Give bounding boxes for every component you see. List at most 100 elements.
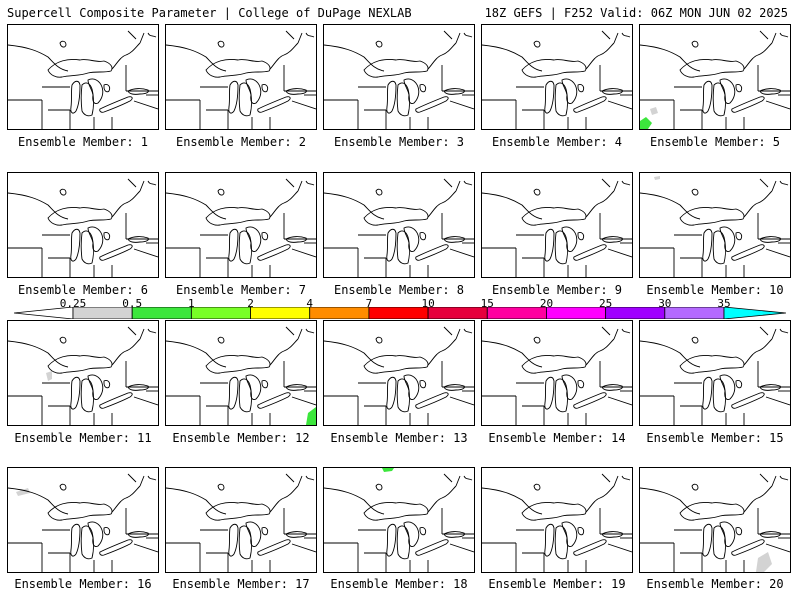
map-boundary-line [640, 340, 701, 368]
map-boundary-line [735, 380, 743, 389]
map-boundary-line [245, 226, 262, 252]
map-boundary-line [205, 59, 271, 78]
map-boundary-line [324, 487, 385, 515]
ensemble-member-map [323, 172, 475, 278]
map-boundary-line [443, 326, 461, 340]
map-boundary-line [70, 228, 81, 262]
ensemble-member-map [7, 172, 159, 278]
map-boundary-line [482, 192, 543, 220]
map-boundary-line [522, 552, 545, 572]
map-boundary-line [261, 84, 269, 93]
map-boundary-line [601, 236, 623, 243]
map-boundary-line [702, 228, 713, 262]
map-boundary-line [765, 543, 790, 553]
map-boundary-line [599, 65, 632, 92]
map-boundary-line [257, 539, 291, 556]
map-boundary-line [544, 80, 555, 114]
map-boundary-line [640, 192, 701, 220]
map-boundary-line [8, 192, 69, 220]
map-boundary-line [607, 396, 632, 406]
ensemble-member-label: Ensemble Member: 12 [172, 431, 310, 445]
map-boundary-line [403, 374, 420, 400]
color-scale-tick-label: 25 [599, 297, 613, 310]
map-boundary-line [206, 257, 229, 277]
map-boundary-line [449, 543, 474, 553]
scp-contour-fill [654, 176, 660, 180]
map-boundary-line [386, 376, 397, 410]
map-boundary-line [680, 109, 703, 129]
ensemble-member-map [7, 320, 159, 426]
map-boundary-line [8, 340, 69, 368]
map-boundary-line [103, 232, 111, 241]
color-scale-tick-label: 30 [658, 297, 672, 310]
ensemble-member-map [7, 467, 159, 573]
map-boundary-line [443, 384, 465, 391]
map-boundary-line [601, 30, 619, 44]
map-boundary-line [573, 96, 607, 113]
map-boundary-line [238, 525, 252, 560]
map-boundary-line [640, 44, 701, 72]
color-scale-tick-label: 2 [247, 297, 254, 310]
map-boundary-line [731, 96, 765, 113]
map-boundary-line [364, 552, 387, 572]
map-boundary-line [427, 190, 457, 218]
map-boundary-line [166, 542, 201, 572]
map-boundary-line [305, 475, 315, 481]
map-boundary-line [59, 188, 67, 196]
map-boundary-line [731, 244, 765, 261]
map-boundary-line [533, 40, 541, 48]
map-boundary-line [80, 82, 94, 117]
map-boundary-line [449, 248, 474, 258]
map-boundary-line [251, 265, 271, 277]
map-boundary-line [443, 178, 461, 192]
map-boundary-line [735, 84, 743, 93]
map-boundary-line [127, 384, 149, 391]
basemap [482, 178, 632, 277]
map-boundary-line [285, 30, 303, 44]
map-boundary-line [415, 539, 449, 556]
map-boundary-line [521, 59, 587, 78]
map-boundary-line [554, 82, 568, 117]
map-boundary-line [533, 483, 541, 491]
ensemble-member-label: Ensemble Member: 16 [14, 577, 152, 591]
map-boundary-line [759, 88, 781, 95]
map-boundary-line [70, 376, 81, 410]
map-boundary-line [261, 380, 269, 389]
map-boundary-line [375, 40, 383, 48]
map-boundary-line [59, 336, 67, 344]
map-boundary-line [99, 539, 133, 556]
map-boundary-line [291, 100, 316, 110]
ensemble-member-map [639, 320, 791, 426]
map-boundary-line [238, 230, 252, 265]
map-boundary-line [482, 99, 517, 129]
map-boundary-line [725, 265, 745, 277]
map-boundary-line [679, 207, 745, 226]
map-boundary-line [573, 392, 607, 409]
map-boundary-line [103, 84, 111, 93]
map-boundary-line [396, 82, 410, 117]
map-boundary-line [482, 487, 543, 515]
map-boundary-line [599, 213, 632, 240]
ensemble-member-map [323, 24, 475, 130]
ensemble-member-label: Ensemble Member: 2 [175, 135, 307, 149]
map-boundary-line [419, 232, 427, 241]
map-boundary-line [245, 374, 262, 400]
map-boundary-line [585, 190, 615, 218]
map-boundary-line [522, 109, 545, 129]
map-boundary-line [443, 531, 465, 538]
map-boundary-line [779, 328, 789, 334]
map-boundary-line [99, 392, 133, 409]
map-boundary-line [48, 405, 71, 425]
map-boundary-line [127, 88, 149, 95]
map-boundary-line [80, 525, 94, 560]
map-boundary-line [725, 117, 745, 129]
map-boundary-line [125, 213, 158, 240]
map-boundary-line [291, 248, 316, 258]
map-boundary-line [679, 59, 745, 78]
map-boundary-line [364, 257, 387, 277]
map-boundary-line [48, 552, 71, 572]
map-boundary-line [285, 326, 303, 340]
map-boundary-line [48, 109, 71, 129]
map-boundary-line [567, 560, 587, 572]
map-boundary-line [166, 247, 201, 277]
